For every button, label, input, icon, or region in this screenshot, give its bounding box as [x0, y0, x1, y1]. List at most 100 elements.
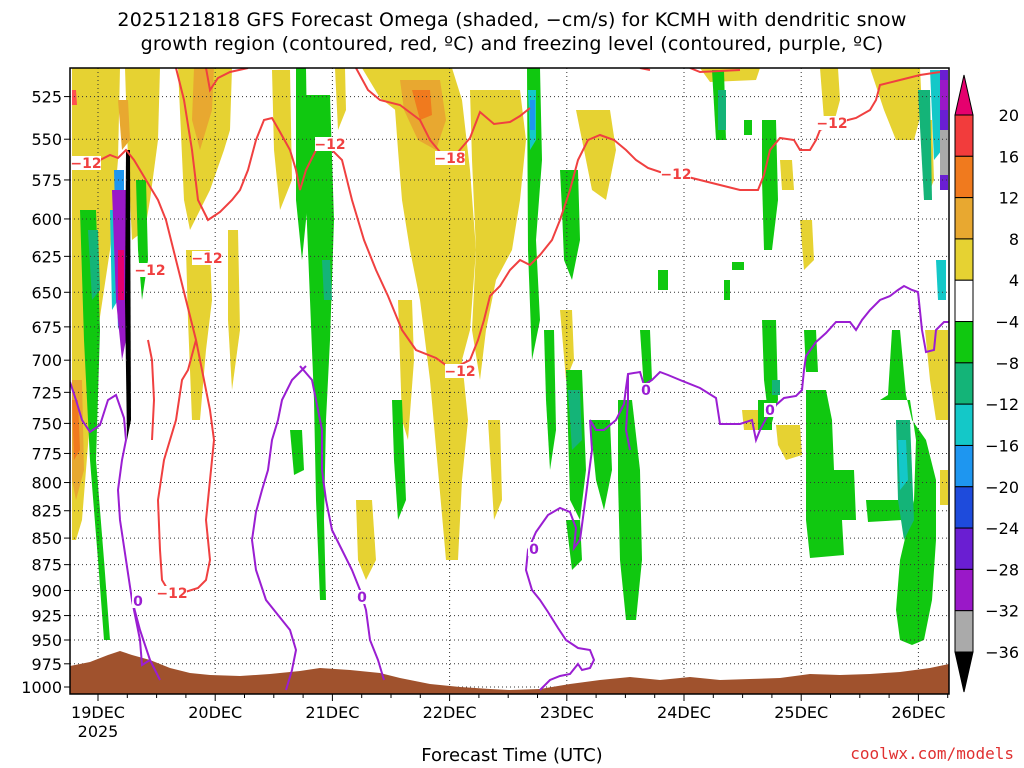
colorbar-segment — [954, 610, 974, 653]
x-tick-label: 19DEC — [71, 703, 125, 722]
colorbar-label: 16 — [999, 147, 1019, 166]
contour-label-bg — [640, 383, 652, 397]
contour-label: 0 — [529, 542, 539, 558]
colorbar-segment — [954, 568, 974, 612]
colorbar-label: −36 — [985, 643, 1019, 662]
contour-label: −12 — [191, 251, 222, 267]
colorbar-label: −20 — [985, 478, 1019, 497]
contour-label-bg — [445, 364, 475, 378]
contour-label-bg — [817, 116, 847, 130]
contour-label-bg — [132, 594, 144, 608]
x-tick-label: 26DEC — [891, 703, 945, 722]
contour-label-bg — [157, 586, 187, 600]
y-tick-label: 750 — [31, 414, 62, 433]
x-tick-label: 24DEC — [657, 703, 711, 722]
colorbar-segment — [954, 279, 974, 323]
contour-label: −12 — [70, 156, 101, 172]
y-tick-label: 525 — [31, 88, 62, 107]
contour-label: −12 — [156, 586, 187, 602]
y-tick-label: 775 — [31, 444, 62, 463]
colorbar-label: 8 — [1009, 230, 1019, 249]
colorbar-label: −12 — [985, 395, 1019, 414]
colorbar-segment — [954, 238, 974, 281]
omega-shading — [72, 68, 948, 645]
contour-label-bg — [764, 403, 776, 417]
y-axis: 525 550 575 600 625 650 675 700 725 750 775 800 825 8… — [21, 88, 70, 697]
y-tick-label: 950 — [31, 631, 62, 650]
colorbar-label: −8 — [995, 354, 1019, 373]
y-tick-label: 875 — [31, 556, 62, 575]
x-tick-label: 25DEC — [774, 703, 828, 722]
colorbar-segment — [954, 403, 974, 446]
colorbar-label: 4 — [1009, 271, 1019, 290]
x-axis-title: Forecast Time (UTC) — [421, 745, 603, 766]
y-tick-label: 925 — [31, 607, 62, 626]
contour-label-bg — [192, 251, 222, 265]
y-tick-label: 1000 — [21, 678, 62, 697]
plot-frame — [69, 67, 950, 695]
y-tick-label: 700 — [31, 351, 62, 370]
colorbar-label: −32 — [985, 602, 1019, 621]
contour-label-bg — [356, 590, 368, 604]
colorbar-label: −28 — [985, 560, 1019, 579]
colorbar-label: 20 — [999, 106, 1019, 125]
freezing-level-contours — [70, 284, 949, 691]
contour-label: 0 — [133, 594, 143, 610]
y-tick-label: 600 — [31, 210, 62, 229]
contour-labels: −12 −12 −12 −12 −12 −18 −12 −12 −12 0 0 0 0 0 — [70, 116, 848, 610]
colorbar-segment — [954, 321, 974, 364]
contour-label: 0 — [765, 403, 775, 419]
x-axis: 19DEC 20DEC 21DEC 22DEC 23DEC 24DEC 25DEC 26DEC — [71, 694, 949, 722]
chart-title-line2: growth region (contoured, red, ºC) and f… — [140, 33, 884, 55]
colorbar-segment — [954, 155, 974, 199]
chart-title-line1: 2025121818 GFS Forecast Omega (shaded, −… — [117, 9, 907, 31]
contour-label-bg — [135, 263, 165, 277]
contour-label: −18 — [434, 151, 465, 167]
contour-label: −12 — [314, 137, 345, 153]
contour-label-bg — [315, 137, 345, 151]
colorbar: 20 16 12 8 4 −4 −8 −12 −16 −20 −24 −28 −32 −36 — [954, 74, 1019, 693]
x-tick-label: 20DEC — [188, 703, 242, 722]
x-year-label: 2025 — [78, 722, 119, 741]
colorbar-label: −16 — [985, 436, 1019, 455]
colorbar-segment — [954, 486, 974, 529]
contour-label-bg — [528, 542, 540, 556]
y-tick-label: 975 — [31, 655, 62, 674]
contour-label: 0 — [641, 383, 651, 399]
y-tick-label: 850 — [31, 529, 62, 548]
contour-label-bg — [661, 167, 691, 181]
dendritic-growth-contours — [71, 68, 941, 595]
credit-text: coolwx.com/models — [850, 744, 1014, 763]
colorbar-label: 12 — [999, 189, 1019, 208]
contour-label: 0 — [357, 590, 367, 606]
colorbar-segment — [954, 444, 974, 488]
colorbar-segment — [954, 362, 974, 405]
y-tick-label: 800 — [31, 474, 62, 493]
y-tick-label: 675 — [31, 318, 62, 337]
contour-label: −12 — [444, 364, 475, 380]
y-tick-label: 550 — [31, 130, 62, 149]
colorbar-label: −24 — [985, 519, 1019, 538]
colorbar-segment — [954, 527, 974, 570]
y-tick-label: 575 — [31, 171, 62, 190]
y-tick-label: 900 — [31, 581, 62, 600]
y-tick-label: 725 — [31, 383, 62, 402]
colorbar-bottom-triangle — [954, 651, 974, 693]
contour-label-bg — [435, 151, 465, 165]
colorbar-top-triangle — [954, 74, 974, 116]
colorbar-segment — [954, 114, 974, 157]
terrain — [70, 651, 949, 694]
contour-label: −12 — [660, 167, 691, 183]
colorbar-segment — [954, 197, 974, 240]
x-tick-label: 21DEC — [305, 703, 359, 722]
y-tick-label: 650 — [31, 283, 62, 302]
contour-label: −12 — [816, 116, 847, 132]
colorbar-label: −4 — [995, 313, 1019, 332]
x-tick-label: 23DEC — [540, 703, 594, 722]
y-tick-label: 625 — [31, 247, 62, 266]
y-tick-label: 825 — [31, 502, 62, 521]
contour-label: −12 — [134, 263, 165, 279]
x-tick-label: 22DEC — [423, 703, 477, 722]
contour-label-bg — [71, 156, 101, 170]
